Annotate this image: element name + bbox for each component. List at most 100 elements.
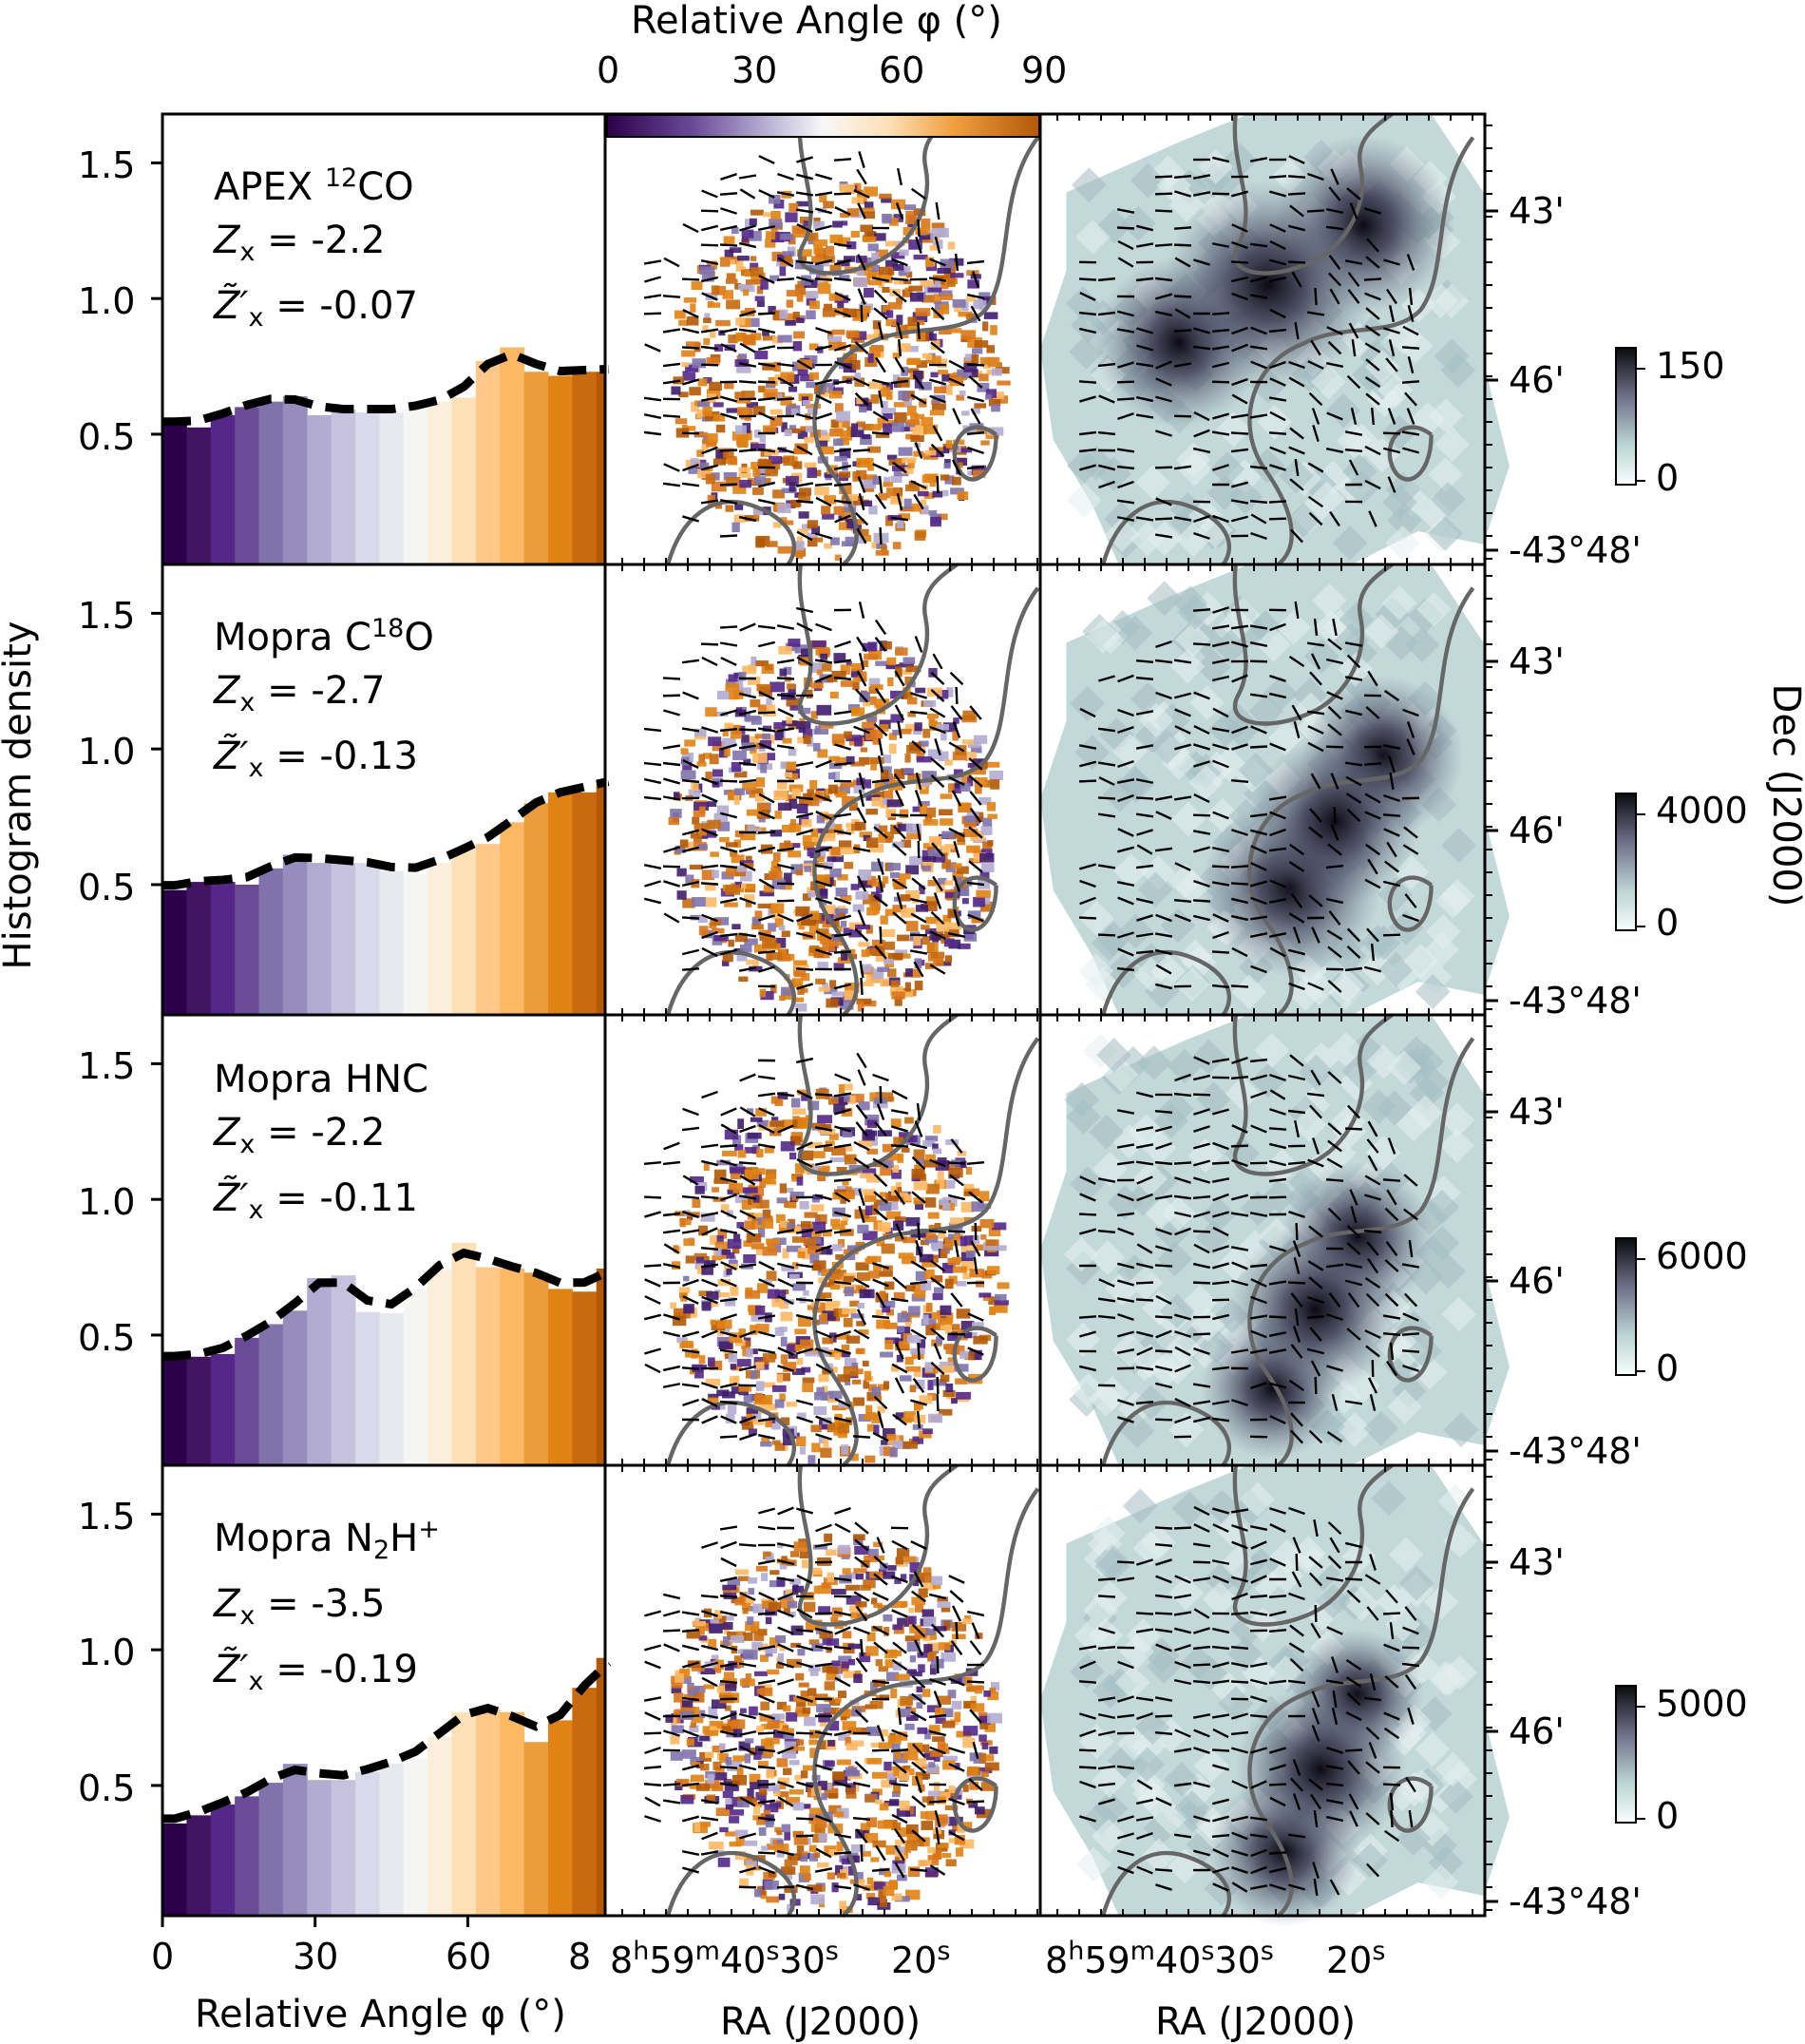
intensity-tile xyxy=(1332,525,1368,561)
angle-pixel xyxy=(840,1220,848,1226)
angle-pixel xyxy=(750,1325,758,1335)
angle-pixel xyxy=(758,929,771,937)
angle-pixel xyxy=(779,1183,788,1194)
angle-pixel xyxy=(725,885,741,895)
histogram-bar xyxy=(403,1758,428,1916)
intensity-tile xyxy=(1403,944,1438,979)
polarization-vector xyxy=(1230,865,1249,869)
angle-pixel xyxy=(831,1147,846,1156)
angle-pixel xyxy=(843,256,856,262)
angle-pixel xyxy=(898,990,913,998)
angle-pixel xyxy=(682,371,696,381)
polarization-vector xyxy=(1173,226,1192,230)
polarization-vector xyxy=(1268,1331,1287,1337)
polarization-vector xyxy=(1269,1108,1286,1116)
polarization-vector xyxy=(1366,927,1379,943)
polarization-vector xyxy=(815,412,832,420)
angle-pixel xyxy=(820,888,828,899)
angle-pixel xyxy=(762,330,770,336)
polarization-vector xyxy=(720,1159,737,1167)
polarization-vector xyxy=(1116,380,1135,384)
polarization-vector xyxy=(930,671,945,686)
angle-pixel xyxy=(672,1315,687,1327)
angle-pixel xyxy=(891,422,905,432)
angle-pixel xyxy=(962,1272,971,1280)
angle-pixel xyxy=(837,874,848,881)
polarization-vector xyxy=(874,619,887,636)
polarization-vector xyxy=(1136,344,1153,352)
angle-pixel xyxy=(951,476,961,486)
angle-pixel xyxy=(876,1319,890,1329)
angle-pixel xyxy=(770,903,785,914)
angle-pixel xyxy=(754,430,761,438)
polarization-vector xyxy=(1268,258,1287,266)
angle-pixel xyxy=(735,266,747,272)
polarization-vector xyxy=(1382,933,1401,937)
density-contour xyxy=(1232,112,1394,276)
polarization-vector xyxy=(796,1347,813,1355)
angle-pixel xyxy=(862,894,878,905)
angle-pixel xyxy=(872,737,882,745)
polarization-vector xyxy=(1249,1263,1268,1269)
angle-pixel xyxy=(968,1351,975,1361)
angle-pixel xyxy=(712,1187,719,1193)
histogram-bar xyxy=(210,882,236,1015)
angle-pixel xyxy=(828,391,843,399)
polarization-vector xyxy=(1351,338,1357,357)
polarization-vector xyxy=(1326,1157,1343,1169)
polarization-vector xyxy=(814,258,833,266)
angle-pixel xyxy=(884,1322,898,1329)
intensity-tile xyxy=(1279,458,1314,493)
angle-pixel xyxy=(961,411,970,416)
angle-pixel xyxy=(884,1340,894,1350)
angle-pixel xyxy=(983,312,998,319)
angle-pixel xyxy=(961,739,975,745)
intensity-tile xyxy=(1397,328,1434,364)
polarization-vector xyxy=(1344,1263,1363,1269)
polarization-vector xyxy=(739,310,756,317)
angle-pixel xyxy=(952,863,962,869)
polarization-vector xyxy=(1154,1418,1173,1422)
angle-pixel xyxy=(823,1146,833,1152)
polarization-vector xyxy=(738,380,757,384)
polarization-vector xyxy=(1364,843,1381,856)
angle-pixel xyxy=(852,904,864,912)
angle-pixel xyxy=(861,691,869,699)
polarization-vector xyxy=(757,1434,776,1440)
angle-pixel xyxy=(822,983,829,990)
polarization-vector xyxy=(1174,1398,1191,1407)
angle-pixel xyxy=(777,802,792,812)
polarization-vector xyxy=(1230,1212,1249,1217)
angle-pixel xyxy=(884,1281,895,1290)
angle-pixel xyxy=(723,471,737,481)
angle-pixel xyxy=(814,1391,828,1401)
angle-pixel xyxy=(994,1300,1009,1306)
angle-pixel xyxy=(909,292,924,302)
angle-pixel xyxy=(950,273,964,278)
polarization-vector xyxy=(739,622,756,632)
histogram-bar xyxy=(258,868,284,1015)
polarization-vector xyxy=(1211,312,1230,315)
angle-pixel xyxy=(939,1408,953,1416)
angle-pixel xyxy=(878,492,887,501)
polarization-vector xyxy=(682,1107,699,1117)
polarization-vector xyxy=(909,1280,928,1286)
angle-pixel xyxy=(806,310,816,320)
angle-pixel xyxy=(993,392,1005,400)
angle-pixel xyxy=(786,1245,802,1252)
angle-pixel xyxy=(854,736,863,747)
polarization-vector xyxy=(796,983,813,990)
angle-pixel xyxy=(746,1348,753,1358)
polarization-vector xyxy=(681,1330,700,1338)
angle-pixel xyxy=(784,840,791,847)
angle-pixel xyxy=(884,1193,900,1202)
angle-pixel xyxy=(750,267,764,277)
polarization-vector xyxy=(890,1144,909,1148)
angle-pixel xyxy=(724,902,738,907)
polarization-vector xyxy=(1347,289,1360,304)
polarization-vector xyxy=(757,1143,776,1149)
angle-pixel xyxy=(936,1336,942,1346)
angle-pixel xyxy=(776,1373,784,1384)
angle-pixel xyxy=(752,487,764,495)
angle-pixel xyxy=(914,1403,923,1410)
